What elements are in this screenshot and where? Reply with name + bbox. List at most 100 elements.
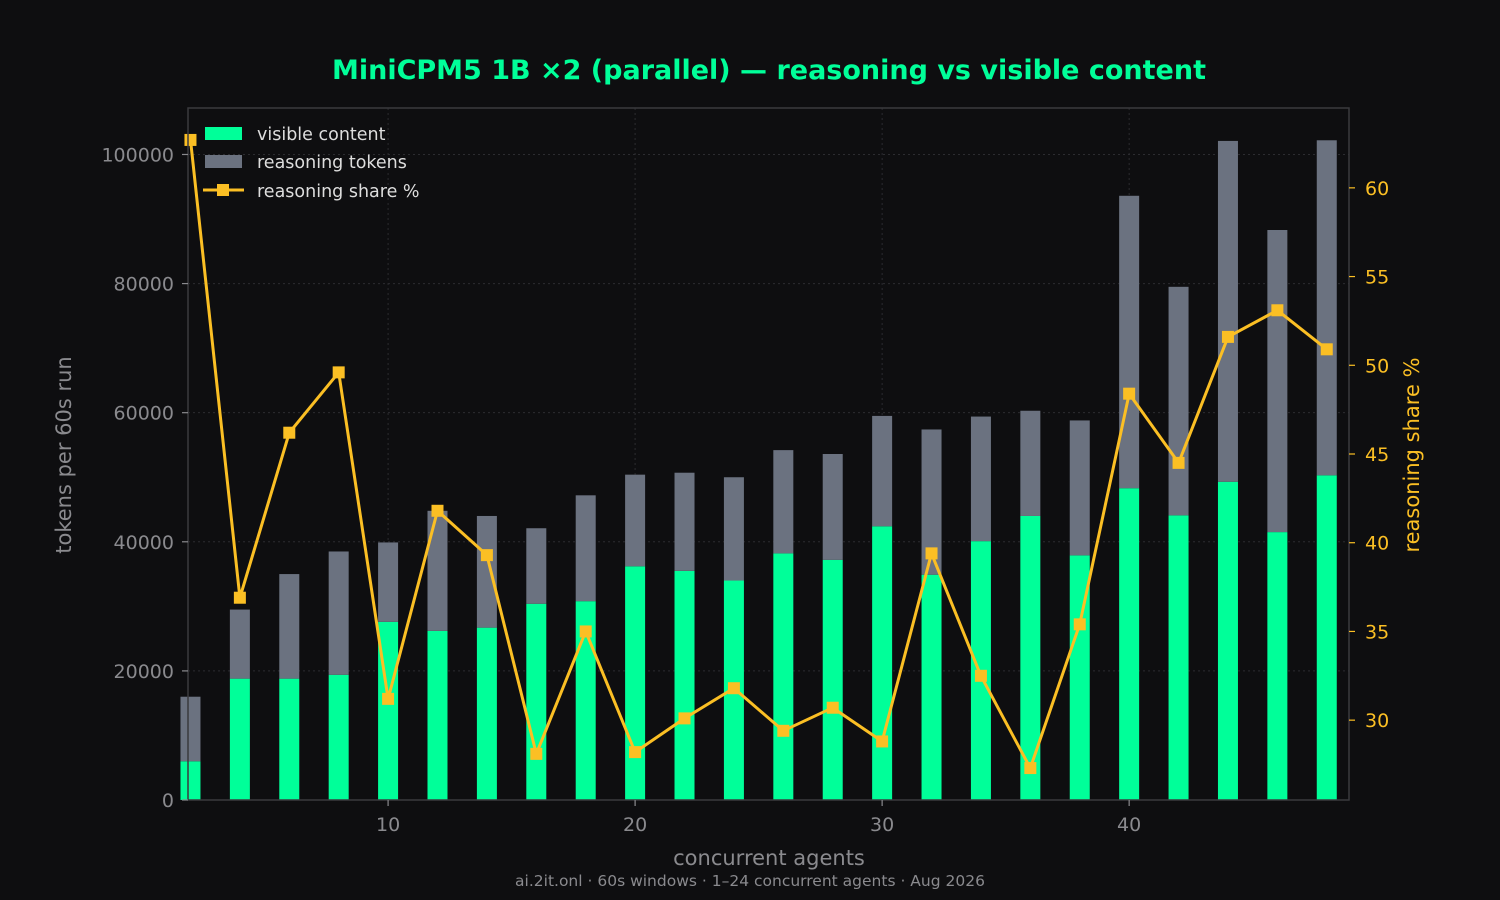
bar-reasoning-tokens (872, 415, 893, 527)
bar-visible-content (476, 627, 497, 800)
bar-reasoning-tokens (378, 542, 399, 622)
bar-visible-content (822, 559, 843, 800)
y-tick-label: 0 (162, 790, 174, 812)
y2-tick-label: 50 (1365, 355, 1389, 377)
share-line-path (189, 139, 1328, 770)
bar-reasoning-tokens (1119, 195, 1140, 489)
bar-visible-content (1119, 488, 1140, 800)
bar-reasoning-tokens (229, 609, 250, 679)
bar-visible-content (1168, 515, 1189, 800)
y-tick-label: 20000 (114, 661, 174, 683)
bar-visible-content (427, 630, 448, 800)
bar-reasoning-tokens (1168, 286, 1189, 516)
share-marker (1073, 618, 1086, 631)
share-marker (530, 747, 543, 760)
y-axis-label: tokens per 60s run (52, 356, 76, 554)
share-marker (1320, 343, 1333, 356)
legend-label-visible: visible content (257, 125, 386, 145)
y2-axis-label: reasoning share % (1400, 357, 1424, 552)
share-marker (283, 426, 296, 439)
bar-visible-content (575, 601, 596, 800)
bar-reasoning-tokens (625, 474, 646, 567)
bar-visible-content (1020, 515, 1041, 800)
share-marker (727, 682, 740, 695)
bar-reasoning-tokens (822, 454, 843, 560)
y-tick-label: 60000 (114, 403, 174, 425)
bar-reasoning-tokens (526, 528, 547, 604)
bar-reasoning-tokens (773, 450, 794, 554)
share-marker (382, 692, 395, 705)
y2-tick-label: 30 (1365, 710, 1389, 732)
bar-reasoning-tokens (1267, 230, 1288, 533)
y-tick-label: 80000 (114, 274, 174, 296)
bar-reasoning-tokens (921, 429, 942, 575)
bar-visible-content (872, 526, 893, 800)
legend-swatch-reasoning (205, 155, 242, 168)
x-tick-label: 20 (623, 814, 647, 836)
bar-reasoning-tokens (427, 510, 448, 631)
bar-visible-content (773, 553, 794, 800)
share-marker (678, 712, 691, 725)
bar-reasoning-tokens (328, 551, 349, 675)
bar-visible-content (921, 574, 942, 800)
y2-tick-label: 55 (1365, 267, 1389, 289)
share-marker (1271, 304, 1284, 317)
chart-title: MiniCPM5 1B ×2 (parallel) — reasoning vs… (332, 55, 1206, 86)
share-marker (1024, 762, 1037, 775)
share-marker (1172, 456, 1185, 469)
y2-tick-label: 35 (1365, 621, 1389, 643)
y2-tick-label: 40 (1365, 533, 1389, 555)
bar-reasoning-tokens (575, 495, 596, 602)
bar-reasoning-tokens (180, 696, 201, 762)
bar-reasoning-tokens (1316, 140, 1337, 476)
bar-visible-content (229, 678, 250, 800)
share-marker (974, 669, 987, 682)
bar-visible-content (1069, 555, 1090, 800)
bar-visible-content (279, 678, 300, 800)
bar-visible-content (674, 570, 695, 800)
share-marker (579, 625, 592, 638)
share-marker (480, 549, 493, 562)
share-marker (184, 133, 197, 146)
bar-visible-content (328, 674, 349, 800)
bar-visible-content (1267, 532, 1288, 800)
bar-visible-content (1217, 481, 1238, 800)
bar-reasoning-tokens (1069, 420, 1090, 556)
x-tick-label: 40 (1117, 814, 1141, 836)
y2-tick-label: 60 (1365, 178, 1389, 200)
share-marker (925, 547, 938, 560)
legend-label-reasoning: reasoning tokens (257, 153, 407, 173)
bar-reasoning-tokens (279, 574, 300, 679)
axes: 10 20 30 40 0 20000 40000 60000 80000 100000 30 35 4… (101, 107, 1389, 836)
share-marker (876, 735, 889, 748)
share-marker (233, 591, 246, 604)
bar-reasoning-tokens (1217, 140, 1238, 482)
share-marker (431, 504, 444, 517)
bar-visible-content (526, 603, 547, 800)
footnote: ai.2it.onl · 60s windows · 1–24 concurre… (515, 872, 985, 890)
share-marker (629, 746, 642, 759)
bar-reasoning-tokens (476, 515, 497, 628)
x-tick-label: 30 (870, 814, 894, 836)
bar-reasoning-tokens (723, 477, 744, 581)
bar-reasoning-tokens (1020, 410, 1041, 516)
y2-tick-label: 45 (1365, 444, 1389, 466)
bar-visible-content (625, 566, 646, 800)
share-line (184, 133, 1333, 775)
bar-visible-content (180, 761, 201, 800)
bar-visible-content (1316, 475, 1337, 800)
share-marker (332, 366, 345, 379)
y-tick-label: 40000 (114, 532, 174, 554)
legend-swatch-share-marker (217, 184, 229, 196)
legend: visible content reasoning tokens reasoni… (203, 125, 420, 202)
share-marker (777, 724, 790, 737)
legend-swatch-visible (205, 127, 242, 140)
x-axis-label: concurrent agents (673, 846, 865, 870)
legend-label-share: reasoning share % (257, 182, 420, 202)
share-marker (1221, 330, 1234, 343)
share-marker (1123, 387, 1136, 400)
bar-reasoning-tokens (674, 472, 695, 571)
